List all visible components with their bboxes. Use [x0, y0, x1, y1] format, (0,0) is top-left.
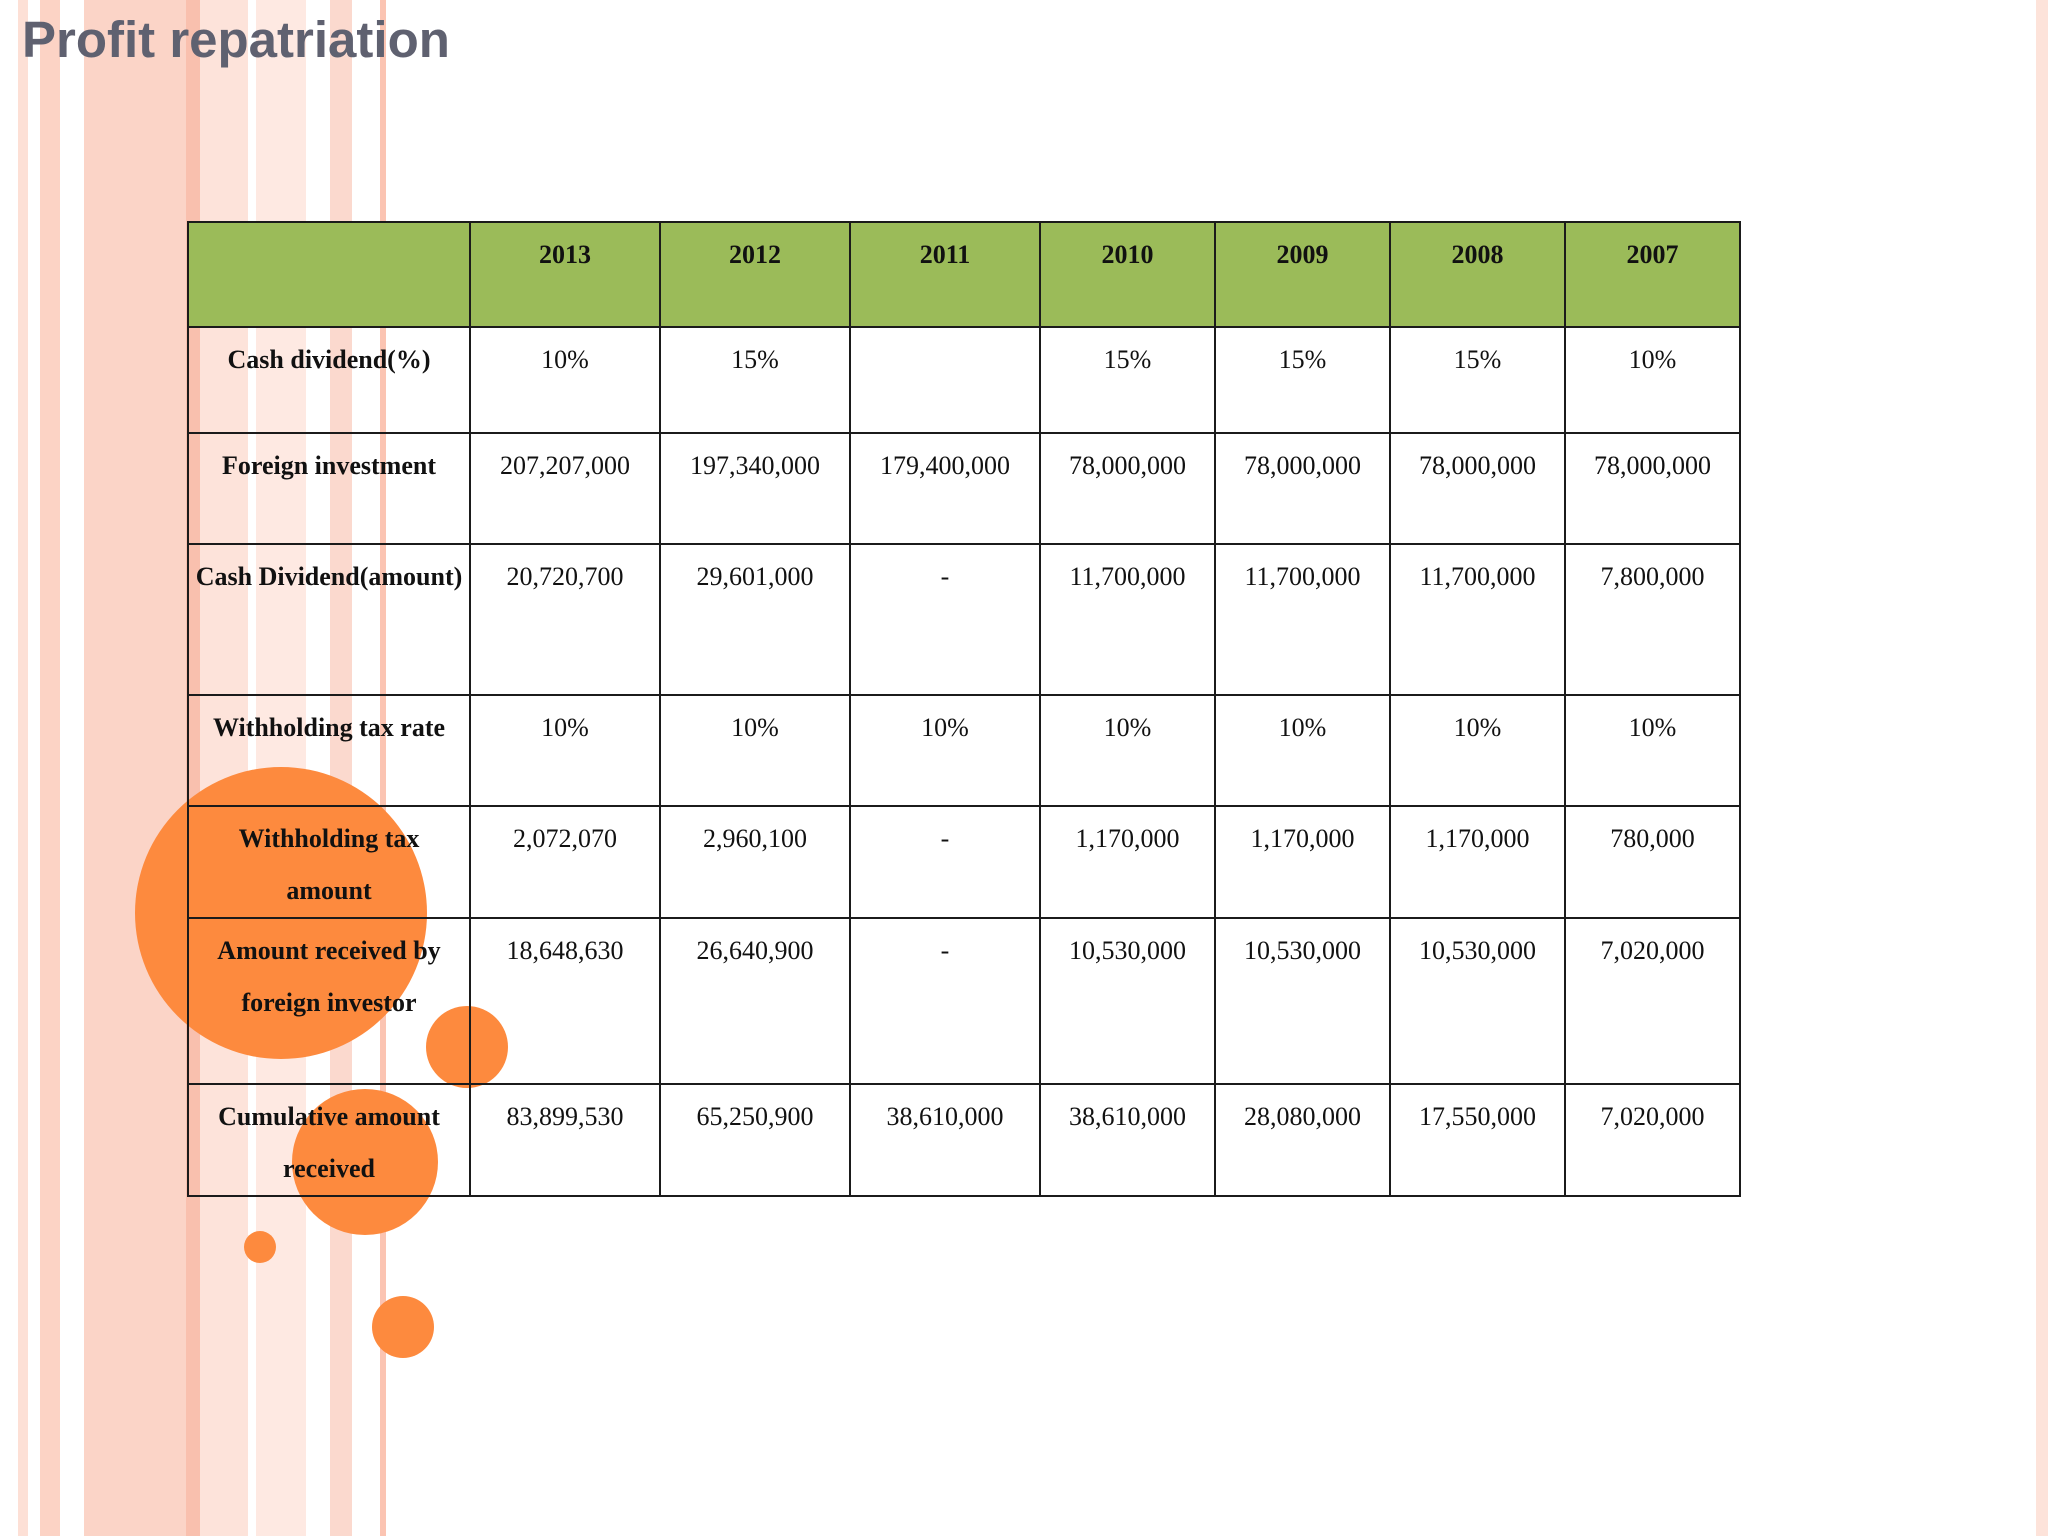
table-cell: 10% [849, 694, 1041, 807]
table-row: Amount received by foreign investor 18,6… [187, 917, 1741, 1085]
table-cell: 29,601,000 [659, 543, 851, 696]
table-cell: 15% [1389, 326, 1566, 434]
table-cell: 1,170,000 [1214, 805, 1391, 919]
table-cell: 1,170,000 [1039, 805, 1216, 919]
decor-stripe [84, 0, 188, 1536]
row-label: Amount received by foreign investor [187, 917, 471, 1085]
year-header: 2007 [1564, 221, 1741, 328]
row-label: Cash Dividend(amount) [187, 543, 471, 696]
table-cell: - [849, 917, 1041, 1085]
table-cell: 20,720,700 [469, 543, 661, 696]
year-header: 2013 [469, 221, 661, 328]
year-header: 2011 [849, 221, 1041, 328]
decor-circle [372, 1296, 434, 1358]
decor-stripe [2036, 0, 2048, 1536]
table-header-row: 2013 2012 2011 2010 2009 2008 2007 [187, 221, 1741, 328]
table-cell: 10% [1214, 694, 1391, 807]
corner-cell [187, 221, 471, 328]
table-cell: 197,340,000 [659, 432, 851, 545]
table-cell: 38,610,000 [849, 1083, 1041, 1197]
slide-title: Profit repatriation [22, 11, 450, 68]
year-header: 2012 [659, 221, 851, 328]
table-row: Cash Dividend(amount) 20,720,700 29,601,… [187, 543, 1741, 696]
table-cell: 10% [469, 326, 661, 434]
table-cell: 179,400,000 [849, 432, 1041, 545]
table-cell: 2,072,070 [469, 805, 661, 919]
table-cell: 78,000,000 [1389, 432, 1566, 545]
table-cell: 10,530,000 [1214, 917, 1391, 1085]
table-cell: 78,000,000 [1564, 432, 1741, 545]
table-cell: - [849, 805, 1041, 919]
table-cell: 65,250,900 [659, 1083, 851, 1197]
table-cell: 78,000,000 [1214, 432, 1391, 545]
table-cell: 78,000,000 [1039, 432, 1216, 545]
table-row: Withholding tax rate 10% 10% 10% 10% 10%… [187, 694, 1741, 807]
table-cell: 10% [469, 694, 661, 807]
table-cell: 2,960,100 [659, 805, 851, 919]
table-cell: 11,700,000 [1389, 543, 1566, 696]
table-cell: 10% [1389, 694, 1566, 807]
table-cell: 28,080,000 [1214, 1083, 1391, 1197]
table-cell: 10,530,000 [1039, 917, 1216, 1085]
table-cell: 7,020,000 [1564, 917, 1741, 1085]
table-cell: 10% [1039, 694, 1216, 807]
table-cell: 11,700,000 [1039, 543, 1216, 696]
table-cell: 38,610,000 [1039, 1083, 1216, 1197]
table-cell: 17,550,000 [1389, 1083, 1566, 1197]
table-cell: 7,800,000 [1564, 543, 1741, 696]
table-cell: 7,020,000 [1564, 1083, 1741, 1197]
year-header: 2008 [1389, 221, 1566, 328]
table-cell: 26,640,900 [659, 917, 851, 1085]
table-cell: 11,700,000 [1214, 543, 1391, 696]
table-cell: 83,899,530 [469, 1083, 661, 1197]
table-row: Cash dividend(%) 10% 15% 15% 15% 15% 10% [187, 326, 1741, 434]
decor-circle [244, 1231, 276, 1263]
table-cell: 10% [1564, 694, 1741, 807]
table-cell: 207,207,000 [469, 432, 661, 545]
year-header: 2009 [1214, 221, 1391, 328]
table-cell: 780,000 [1564, 805, 1741, 919]
row-label: Cumulative amount received [187, 1083, 471, 1197]
table-cell: 15% [659, 326, 851, 434]
table-cell: 10% [659, 694, 851, 807]
table-cell: 15% [1214, 326, 1391, 434]
table-cell: - [849, 543, 1041, 696]
profit-repatriation-table: 2013 2012 2011 2010 2009 2008 2007 Cash … [187, 221, 1741, 1197]
row-label: Cash dividend(%) [187, 326, 471, 434]
decor-stripe [18, 0, 28, 1536]
table-cell [849, 326, 1041, 434]
decor-stripe [40, 0, 60, 1536]
table-cell: 10,530,000 [1389, 917, 1566, 1085]
table-row: Cumulative amount received 83,899,530 65… [187, 1083, 1741, 1197]
table-cell: 10% [1564, 326, 1741, 434]
row-label: Foreign investment [187, 432, 471, 545]
table-cell: 18,648,630 [469, 917, 661, 1085]
table-cell: 15% [1039, 326, 1216, 434]
row-label: Withholding tax amount [187, 805, 471, 919]
table-cell: 1,170,000 [1389, 805, 1566, 919]
year-header: 2010 [1039, 221, 1216, 328]
table-row: Withholding tax amount 2,072,070 2,960,1… [187, 805, 1741, 919]
table-row: Foreign investment 207,207,000 197,340,0… [187, 432, 1741, 545]
row-label: Withholding tax rate [187, 694, 471, 807]
